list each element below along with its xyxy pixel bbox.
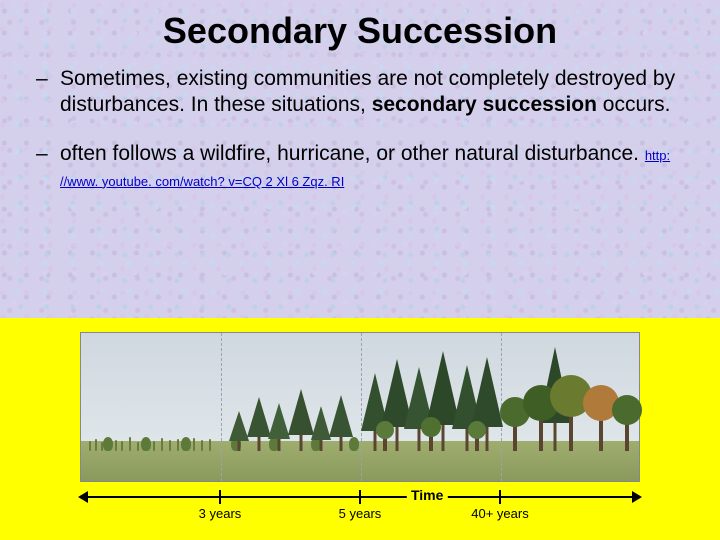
axis-label: 3 years	[199, 506, 242, 521]
grass	[209, 439, 211, 451]
figure-highlight-band: 3 years 5 years 40+ years Time	[0, 318, 720, 540]
grass	[169, 440, 171, 451]
shrub	[141, 437, 151, 451]
axis-arrow-right-icon	[632, 491, 642, 503]
axis-tick	[359, 490, 361, 504]
grass	[193, 438, 195, 451]
bullet-item: – often follows a wildfire, hurricane, o…	[30, 141, 690, 194]
stage-divider	[221, 333, 222, 481]
grass	[137, 442, 139, 451]
grass	[177, 439, 179, 451]
shrub	[103, 437, 113, 451]
axis-arrow-left-icon	[78, 491, 88, 503]
grass	[129, 437, 131, 451]
shrub	[181, 437, 191, 451]
axis-label: 5 years	[339, 506, 382, 521]
bullet-dash: –	[30, 66, 60, 119]
bullet-text: Sometimes, existing communities are not …	[60, 66, 690, 119]
succession-diagram	[80, 332, 640, 482]
bullet-item: – Sometimes, existing communities are no…	[30, 66, 690, 119]
bullet-dash: –	[30, 141, 60, 194]
axis-title: Time	[407, 487, 447, 503]
text-bold: secondary succession	[372, 93, 597, 116]
axis-tick	[499, 490, 501, 504]
grass	[153, 441, 155, 451]
slide-content: Secondary Succession – Sometimes, existi…	[0, 0, 720, 193]
grass	[161, 438, 163, 451]
text-segment: often follows a wildfire, hurricane, or …	[60, 142, 645, 165]
axis-label: 40+ years	[471, 506, 528, 521]
bullet-text: often follows a wildfire, hurricane, or …	[60, 141, 690, 194]
grass	[121, 441, 123, 451]
grass	[95, 439, 97, 451]
slide-title: Secondary Succession	[30, 10, 690, 52]
axis-tick	[219, 490, 221, 504]
shrub	[349, 437, 359, 451]
grass	[201, 440, 203, 451]
grass	[115, 440, 117, 451]
text-segment: occurs.	[597, 93, 671, 116]
grass	[89, 441, 91, 451]
